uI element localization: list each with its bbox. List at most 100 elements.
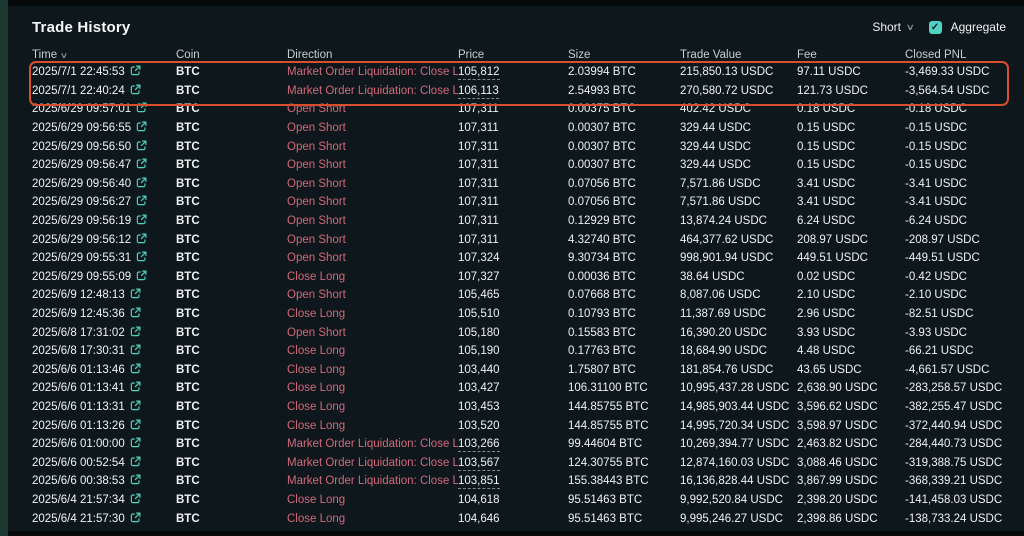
external-link-icon[interactable]: [136, 158, 147, 172]
table-row[interactable]: 2025/6/29 09:56:27 BTC Open Short 107,31…: [32, 193, 1010, 212]
cell-size: 9.30734 BTC: [568, 252, 636, 265]
cell-fee: 6.24 USDC: [797, 215, 856, 228]
cell-direction: Open Short: [287, 177, 346, 190]
cell-price-text: 107,311: [458, 233, 499, 246]
external-link-icon[interactable]: [130, 363, 141, 377]
table-row[interactable]: 2025/7/1 22:40:24 BTC Market Order Liqui…: [32, 82, 1010, 101]
checkmark-icon: ✓: [930, 21, 940, 33]
cell-fee: 0.15 USDC: [797, 159, 856, 172]
table-row[interactable]: 2025/6/9 12:45:36 BTC Close Long 105,510…: [32, 305, 1010, 324]
table-row[interactable]: 2025/6/6 00:52:54 BTC Market Order Liqui…: [32, 453, 1010, 472]
cell-price-text: 103,520: [458, 419, 500, 432]
cell-fee: 3,598.97 USDC: [797, 419, 878, 432]
external-link-icon[interactable]: [130, 474, 141, 488]
cell-fee: 2.10 USDC: [797, 289, 856, 302]
cell-price-text: 107,311: [458, 215, 499, 228]
external-link-icon[interactable]: [130, 326, 141, 340]
table-row[interactable]: 2025/6/29 09:56:47 BTC Open Short 107,31…: [32, 156, 1010, 175]
cell-time-text: 2025/6/29 09:56:55: [32, 122, 132, 135]
external-link-icon[interactable]: [130, 84, 141, 98]
cell-trade-value: 16,390.20 USDC: [680, 326, 767, 339]
external-link-icon[interactable]: [130, 381, 141, 395]
cell-direction: Open Short: [287, 326, 346, 339]
direction-filter-dropdown[interactable]: Short ∨: [872, 20, 915, 34]
external-link-icon[interactable]: [136, 195, 147, 209]
external-link-icon[interactable]: [136, 102, 147, 116]
col-header-direction: Direction: [287, 48, 333, 61]
cell-size: 2.54993 BTC: [568, 84, 636, 97]
table-row[interactable]: 2025/6/8 17:31:02 BTC Open Short 105,180…: [32, 323, 1010, 342]
table-row[interactable]: 2025/6/29 09:55:09 BTC Close Long 107,32…: [32, 268, 1010, 287]
cell-price-text: 107,311: [458, 159, 499, 172]
external-link-icon[interactable]: [136, 121, 147, 135]
table-row[interactable]: 2025/6/29 09:56:50 BTC Open Short 107,31…: [32, 137, 1010, 156]
cell-price-text[interactable]: 103,567: [458, 456, 500, 471]
table-row[interactable]: 2025/6/6 01:13:31 BTC Close Long 103,453…: [32, 398, 1010, 417]
external-link-icon[interactable]: [130, 419, 141, 433]
cell-direction: Open Short: [287, 233, 346, 246]
col-header-closed-pnl[interactable]: Closed PNL: [905, 48, 967, 63]
cell-price-text: 105,465: [458, 289, 500, 302]
table-row[interactable]: 2025/6/4 21:57:34 BTC Close Long 104,618…: [32, 491, 1010, 510]
table-row[interactable]: 2025/6/6 01:13:26 BTC Close Long 103,520…: [32, 416, 1010, 435]
cell-direction: Close Long: [287, 270, 346, 283]
cell-closed-pnl: -3.41 USDC: [905, 196, 967, 209]
table-row[interactable]: 2025/6/29 09:57:01 BTC Open Short 107,31…: [32, 100, 1010, 119]
external-link-icon[interactable]: [136, 214, 147, 228]
cell-direction: Market Order Liquidation: Close Long: [287, 475, 458, 488]
cell-fee: 449.51 USDC: [797, 252, 868, 265]
cell-trade-value: 11,387.69 USDC: [680, 308, 767, 321]
cell-fee: 0.18 USDC: [797, 103, 856, 116]
col-header-time[interactable]: Time ∨: [32, 48, 69, 61]
trade-table-body: 2025/7/1 22:45:53 BTC Market Order Liqui…: [32, 63, 1010, 528]
external-link-icon[interactable]: [130, 400, 141, 414]
table-row[interactable]: 2025/6/29 09:56:12 BTC Open Short 107,31…: [32, 230, 1010, 249]
external-link-icon[interactable]: [130, 307, 141, 321]
cell-price-text[interactable]: 106,113: [458, 84, 499, 99]
table-row[interactable]: 2025/6/29 09:56:40 BTC Open Short 107,31…: [32, 175, 1010, 194]
cell-price-text[interactable]: 105,812: [458, 66, 500, 81]
table-row[interactable]: 2025/6/6 01:00:00 BTC Market Order Liqui…: [32, 435, 1010, 454]
external-link-icon[interactable]: [130, 512, 141, 526]
cell-trade-value: 329.44 USDC: [680, 159, 751, 172]
cell-direction: Open Short: [287, 252, 346, 265]
cell-trade-value: 9,995,246.27 USDC: [680, 512, 783, 525]
table-row[interactable]: 2025/6/9 12:48:13 BTC Open Short 105,465…: [32, 286, 1010, 305]
external-link-icon[interactable]: [130, 437, 141, 451]
cell-direction: Close Long: [287, 308, 346, 321]
panel-header: Trade History Short ∨ ✓ Aggregate: [32, 17, 1010, 37]
cell-price-text[interactable]: 103,851: [458, 475, 500, 490]
external-link-icon[interactable]: [136, 251, 147, 265]
table-row[interactable]: 2025/6/6 00:38:53 BTC Market Order Liqui…: [32, 472, 1010, 491]
external-link-icon[interactable]: [130, 65, 141, 79]
cell-coin: BTC: [176, 382, 200, 395]
external-link-icon[interactable]: [130, 344, 141, 358]
external-link-icon[interactable]: [130, 288, 141, 302]
cell-time-text: 2025/6/4 21:57:30: [32, 512, 125, 525]
cell-time-text: 2025/6/9 12:48:13: [32, 289, 125, 302]
cell-price-text: 104,618: [458, 493, 500, 506]
external-link-icon[interactable]: [136, 140, 147, 154]
table-row[interactable]: 2025/6/29 09:55:31 BTC Open Short 107,32…: [32, 249, 1010, 268]
external-link-icon[interactable]: [130, 493, 141, 507]
table-row[interactable]: 2025/6/29 09:56:55 BTC Open Short 107,31…: [32, 119, 1010, 138]
table-row[interactable]: 2025/6/4 21:57:30 BTC Close Long 104,646…: [32, 509, 1010, 528]
cell-fee: 2.96 USDC: [797, 308, 856, 321]
aggregate-checkbox[interactable]: ✓: [928, 20, 942, 34]
external-link-icon[interactable]: [136, 233, 147, 247]
table-row[interactable]: 2025/6/29 09:56:19 BTC Open Short 107,31…: [32, 212, 1010, 231]
table-row[interactable]: 2025/6/6 01:13:46 BTC Close Long 103,440…: [32, 361, 1010, 380]
cell-trade-value: 14,995,720.34 USDC: [680, 419, 790, 432]
cell-fee: 43.65 USDC: [797, 363, 862, 376]
external-link-icon[interactable]: [136, 177, 147, 191]
cell-size: 144.85755 BTC: [568, 419, 649, 432]
table-row[interactable]: 2025/6/8 17:30:31 BTC Close Long 105,190…: [32, 342, 1010, 361]
external-link-icon[interactable]: [130, 456, 141, 470]
table-row[interactable]: 2025/6/6 01:13:41 BTC Close Long 103,427…: [32, 379, 1010, 398]
trade-history-panel: Trade History Short ∨ ✓ Aggregate Time ∨ …: [8, 6, 1024, 531]
table-row[interactable]: 2025/7/1 22:45:53 BTC Market Order Liqui…: [32, 63, 1010, 82]
external-link-icon[interactable]: [136, 270, 147, 284]
cell-size: 0.17763 BTC: [568, 345, 636, 358]
cell-time-text: 2025/6/8 17:31:02: [32, 326, 125, 339]
cell-price-text[interactable]: 103,266: [458, 438, 500, 453]
